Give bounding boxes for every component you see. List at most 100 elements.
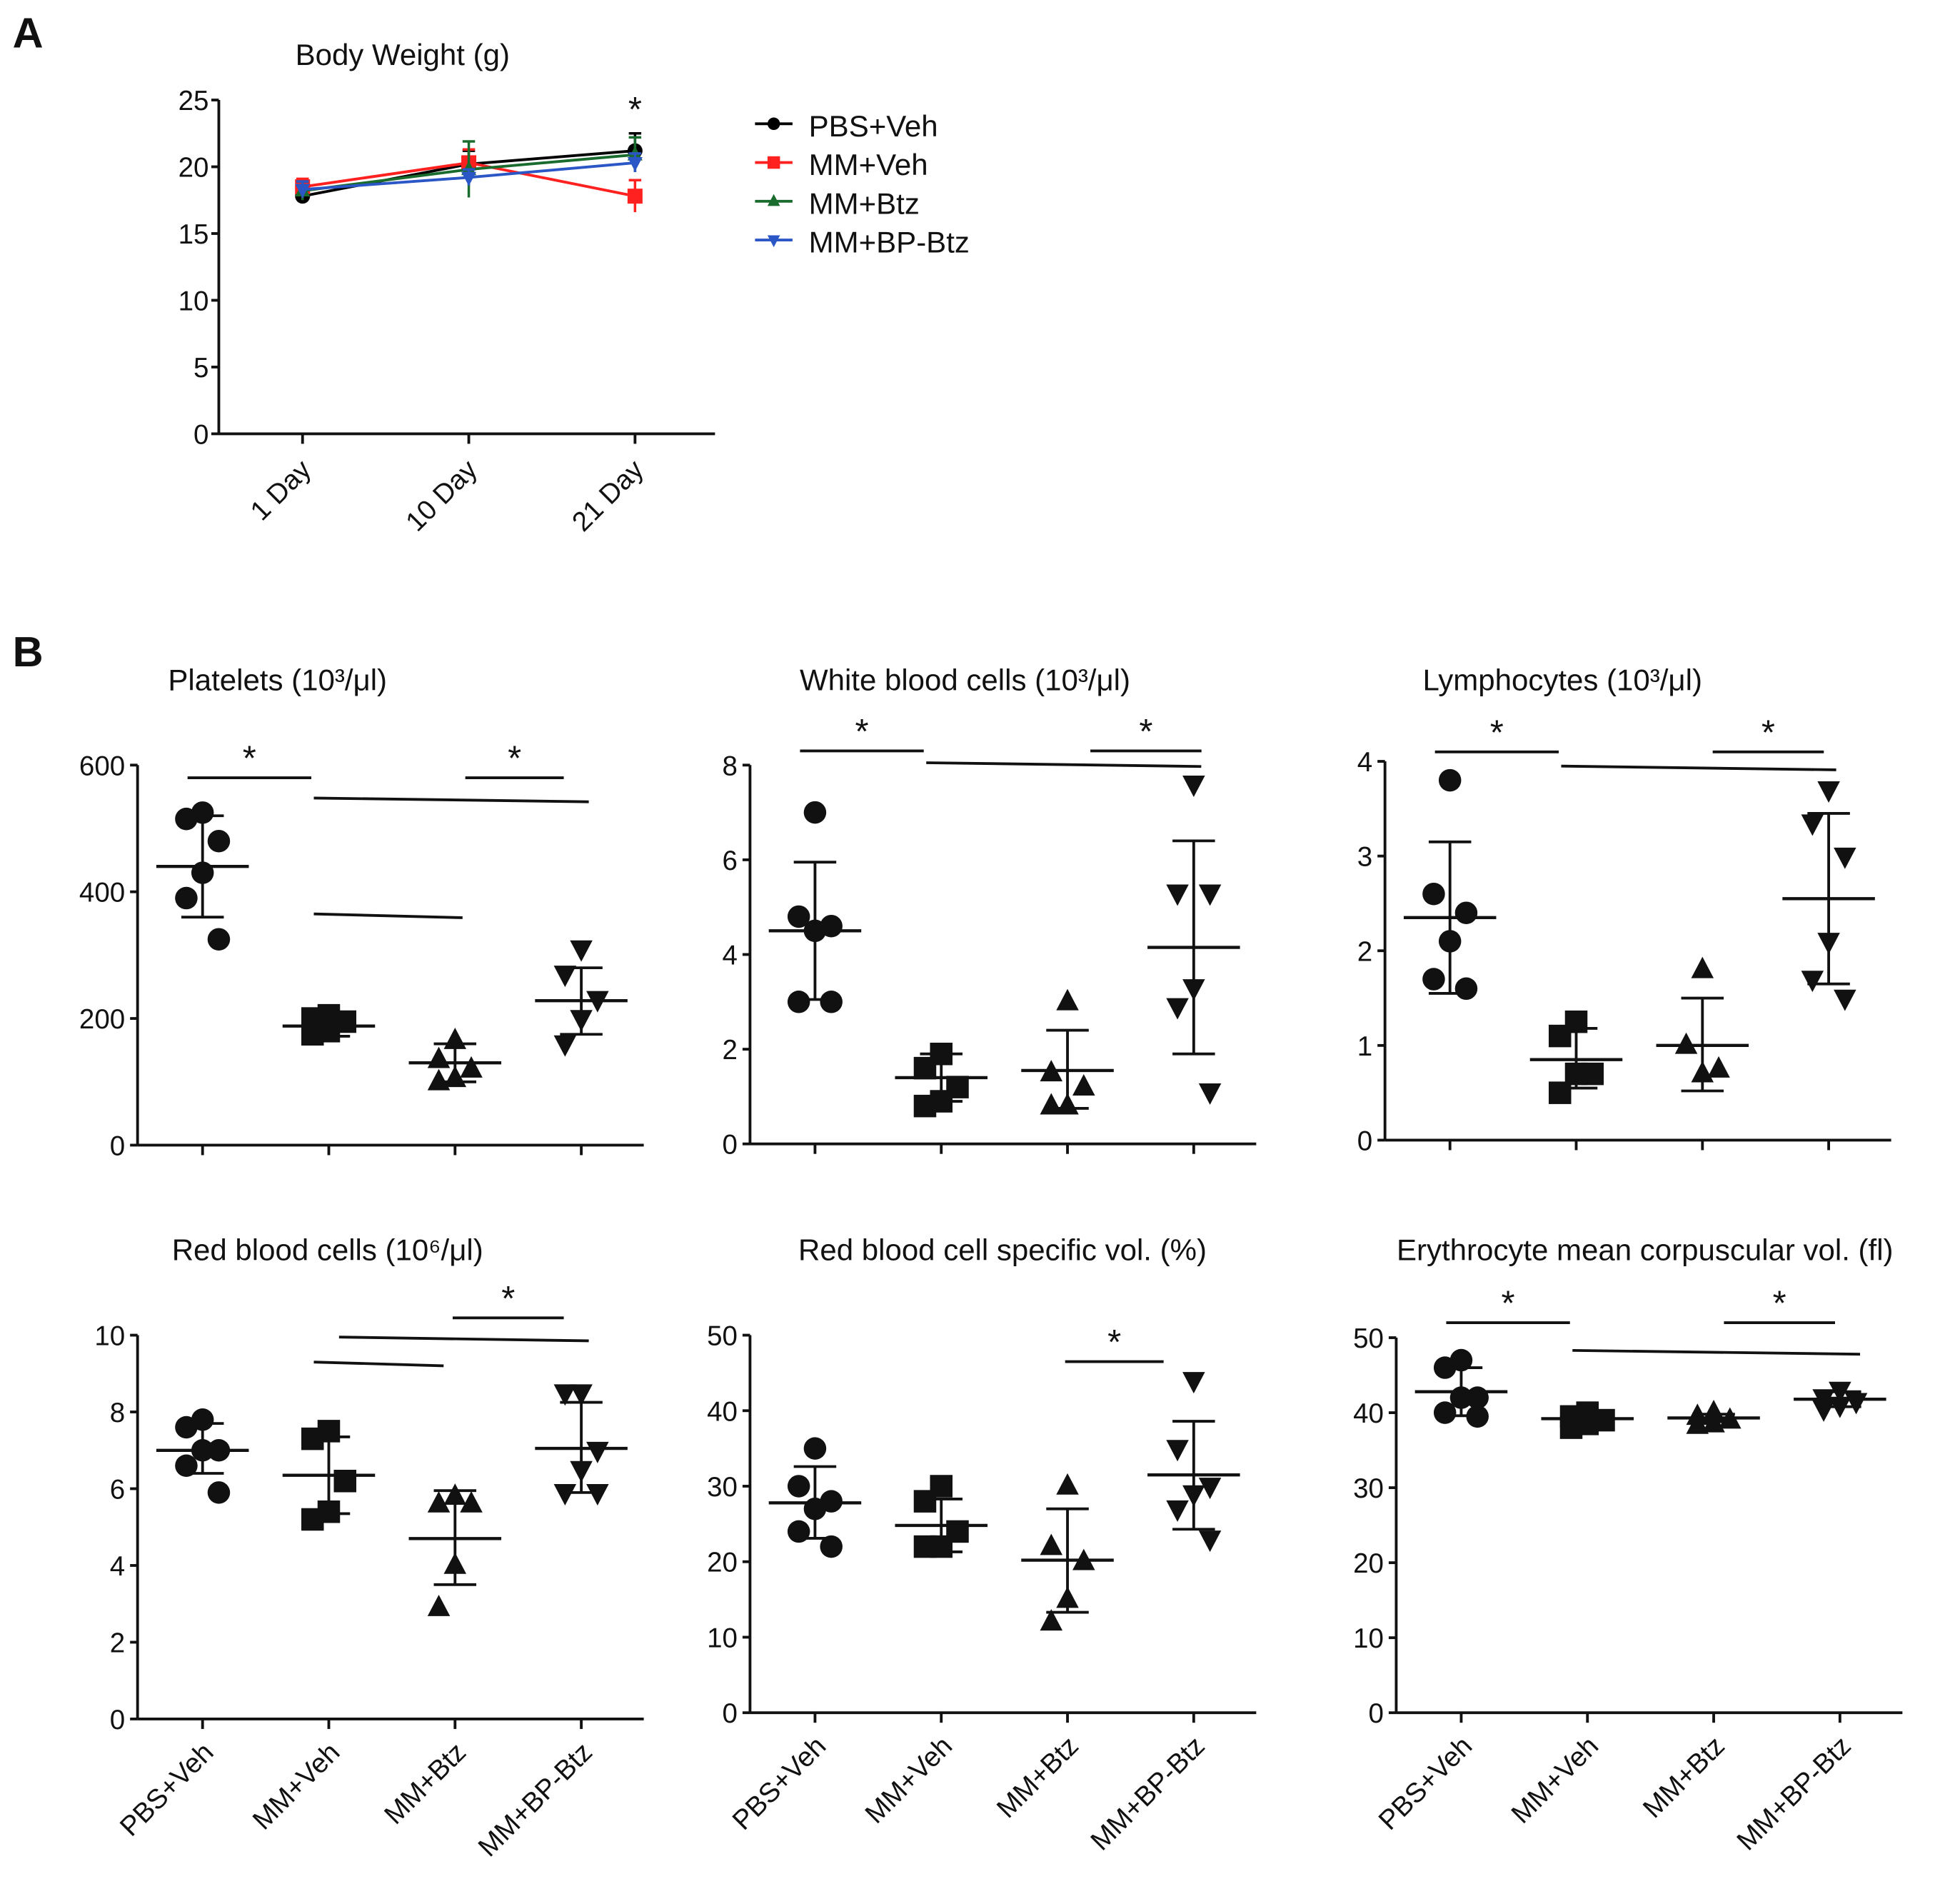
data-point (586, 1441, 609, 1463)
data-point (803, 801, 827, 824)
data-point (1198, 1530, 1222, 1553)
data-point (301, 1508, 324, 1531)
y-tick-label: 0 (1368, 1698, 1383, 1729)
data-point (461, 171, 477, 186)
y-tick-label: 20 (179, 153, 209, 184)
x-tick-label: PBS+Veh (114, 1737, 220, 1843)
y-tick-label: 30 (707, 1472, 738, 1503)
data-point (1422, 882, 1445, 906)
data-point (427, 1046, 451, 1068)
scatter-chart-white-blood-cells: White blood cells (10³/μl) 0 2 4 6 8 * * (722, 663, 1257, 1161)
y-tick-label: 600 (79, 751, 125, 781)
data-point (207, 1481, 231, 1504)
y-tick-label: 10 (94, 1321, 125, 1352)
data-point (913, 1056, 937, 1080)
data-point (553, 1035, 577, 1057)
data-point (553, 1384, 577, 1406)
data-point (1691, 956, 1714, 978)
group-pbs-veh (156, 801, 249, 951)
scatter-chart-red-blood-cell-specific-vol-: Red blood cell specific vol. (%) 0 10 20 30 4… (707, 1233, 1257, 1857)
group-mm-bp-btz (1147, 776, 1240, 1105)
y-tick-label: 6 (110, 1474, 125, 1505)
data-point (1844, 1393, 1868, 1415)
chart-title: Platelets (10³/μl) (168, 663, 387, 696)
x-tick-label: PBS+Veh (727, 1730, 833, 1836)
chart-title: Red blood cell specific vol. (%) (798, 1233, 1207, 1267)
group-mm-veh (1529, 1010, 1623, 1104)
significance-star: * (1139, 713, 1152, 751)
data-point (820, 1535, 843, 1558)
y-tick-label: 0 (722, 1130, 737, 1161)
y-tick-label: 4 (110, 1551, 125, 1582)
data-point (461, 161, 477, 176)
significance-bar (313, 1361, 444, 1368)
significance-bar (1561, 764, 1836, 771)
y-tick-label: 1 (1357, 1031, 1372, 1062)
data-point (1801, 814, 1824, 836)
y-tick-label: 25 (179, 86, 209, 116)
data-point (787, 905, 810, 928)
chart-title: Body Weight (g) (296, 38, 510, 71)
y-tick-label: 0 (194, 419, 208, 450)
series-mm-bp-btz (295, 152, 643, 199)
data-point (1433, 1401, 1457, 1424)
group-pbs-veh (156, 1408, 249, 1504)
significance-star: * (855, 713, 869, 751)
y-tick-label: 6 (722, 846, 737, 876)
y-tick-label: 0 (1357, 1126, 1372, 1156)
significance-bar (926, 761, 1202, 768)
data-point (1812, 1400, 1835, 1422)
chart-title: Lymphocytes (10³/μl) (1423, 663, 1702, 696)
data-point (1686, 1412, 1709, 1434)
group-mm-veh (895, 1042, 988, 1118)
significance-star: * (243, 740, 256, 778)
data-point (913, 1094, 937, 1118)
data-point (1040, 1609, 1063, 1631)
data-point (1801, 971, 1824, 993)
data-point (1834, 989, 1856, 1011)
group-mm-btz (1021, 988, 1114, 1115)
y-tick-label: 20 (707, 1548, 738, 1578)
data-point (207, 829, 231, 853)
legend-marker (767, 235, 780, 248)
group-pbs-veh (1414, 1348, 1508, 1428)
legend-label: MM+Veh (809, 148, 928, 181)
y-tick-label: 50 (707, 1321, 738, 1352)
data-point (913, 1490, 937, 1513)
y-tick-label: 40 (707, 1396, 738, 1427)
y-tick-label: 50 (1353, 1323, 1384, 1354)
data-point (1454, 977, 1478, 1001)
legend-marker (767, 156, 780, 169)
data-point (1040, 1533, 1063, 1555)
data-point (1182, 776, 1205, 797)
data-point (207, 928, 231, 951)
body-weight-chart: Body Weight (g) 0 5 10 15 20 25 1 Day 10 Day 21 D… (179, 38, 970, 538)
x-tick-label: MM+Btz (378, 1737, 472, 1830)
data-point (1702, 1399, 1725, 1421)
group-mm-bp-btz (535, 1384, 628, 1505)
data-point (175, 1454, 198, 1478)
y-tick-label: 10 (1353, 1623, 1384, 1654)
group-mm-btz (1667, 1399, 1760, 1434)
y-tick-label: 30 (1353, 1473, 1384, 1504)
significance-star: * (1762, 713, 1775, 752)
data-point (1166, 884, 1189, 906)
significance-star: * (1107, 1323, 1121, 1362)
data-point (627, 189, 643, 204)
data-point (787, 1475, 810, 1498)
x-tick-label: MM+BP-Btz (1085, 1730, 1210, 1856)
y-tick-label: 2 (110, 1628, 125, 1658)
x-tick-label: MM+BP-Btz (473, 1737, 598, 1863)
significance-star: * (1490, 713, 1504, 752)
y-tick-label: 400 (79, 878, 125, 908)
data-point (1166, 1440, 1189, 1462)
significance-star: * (1502, 1285, 1515, 1323)
y-tick-label: 0 (722, 1698, 737, 1729)
x-tick-label: MM+Btz (991, 1730, 1085, 1824)
x-tick-label: MM+BP-Btz (1731, 1730, 1856, 1856)
scatter-chart-red-blood-cells: Red blood cells (10⁶/μl) 0 2 4 6 8 10 PBS+Veh MM… (94, 1233, 644, 1863)
data-point (1056, 1473, 1079, 1495)
legend-label: PBS+Veh (809, 109, 938, 143)
data-point (820, 991, 843, 1013)
significance-bar (338, 1336, 589, 1343)
